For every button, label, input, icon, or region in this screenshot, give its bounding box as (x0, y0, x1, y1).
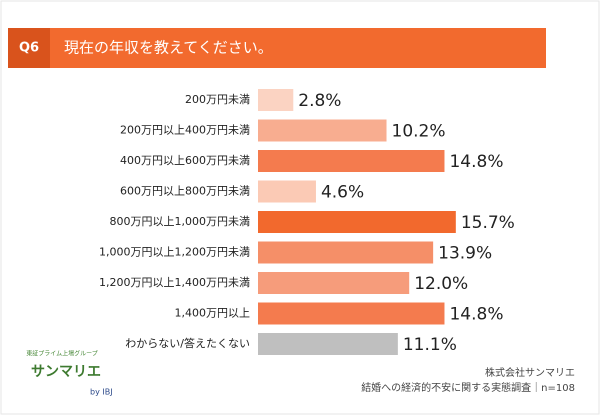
logo-name: サンマリエ (31, 364, 101, 380)
value-label: 2.8% (298, 91, 341, 111)
header-bar (8, 28, 546, 68)
category-label: わからない/答えたくない (125, 336, 250, 350)
category-label: 1,000万円以上1,200万円未満 (99, 246, 250, 259)
bar (258, 272, 410, 294)
value-label: 10.2% (392, 122, 446, 142)
source-company: 株式会社サンマリエ (485, 366, 575, 379)
bar (258, 119, 387, 142)
logo-by: by IBJ (90, 388, 113, 397)
source-survey: 結婚への経済的不安に関する実態調査｜n=108 (361, 381, 575, 394)
bar (258, 150, 445, 172)
bar (258, 302, 445, 325)
value-label: 13.9% (438, 244, 492, 264)
question-number: Q6 (19, 41, 39, 56)
bar (258, 333, 398, 355)
question-box (8, 28, 50, 68)
logo-tagline: 東証プライム上場グループ (26, 350, 98, 358)
category-label: 600万円以上800万円未満 (120, 185, 250, 198)
category-label: 800万円以上1,000万円未満 (110, 215, 251, 228)
value-label: 14.8% (449, 305, 503, 325)
bar (258, 180, 316, 203)
category-label: 200万円未満 (185, 93, 250, 106)
category-label: 400万円以上600万円未満 (120, 154, 250, 167)
value-label: 11.1% (403, 335, 457, 355)
value-label: 12.0% (414, 274, 468, 294)
bar (258, 89, 294, 111)
bar (258, 211, 456, 233)
value-label: 4.6% (321, 183, 364, 203)
chart-title: 現在の年収を教えてください。 (64, 39, 273, 57)
category-label: 1,400万円以上 (175, 307, 251, 320)
value-label: 14.8% (449, 152, 503, 172)
category-label: 1,200万円以上1,400万円未満 (99, 276, 250, 289)
category-label: 200万円以上400万円未満 (120, 124, 250, 137)
value-label: 15.7% (461, 213, 515, 233)
bar (258, 241, 434, 264)
